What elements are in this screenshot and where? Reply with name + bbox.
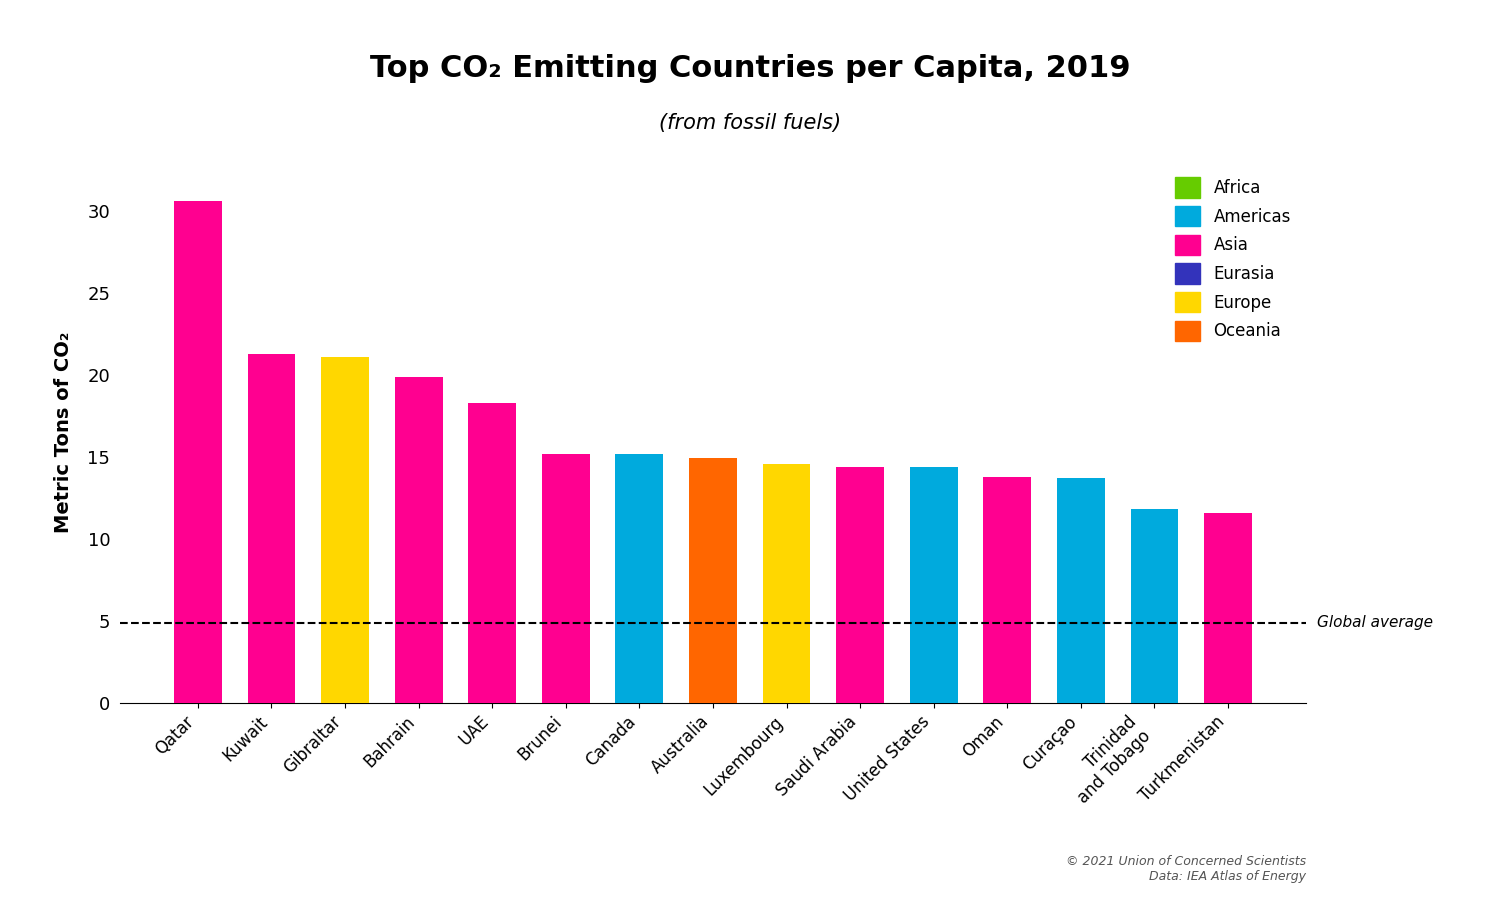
Y-axis label: Metric Tons of CO₂: Metric Tons of CO₂ xyxy=(54,332,74,533)
Bar xyxy=(836,467,884,703)
Bar xyxy=(321,357,369,703)
Bar xyxy=(1130,509,1178,703)
Bar xyxy=(174,202,222,703)
Bar xyxy=(983,477,1031,703)
Bar xyxy=(910,467,958,703)
Text: Top CO₂ Emitting Countries per Capita, 2019: Top CO₂ Emitting Countries per Capita, 2… xyxy=(371,54,1130,83)
Bar xyxy=(542,454,590,703)
Bar xyxy=(1204,513,1252,703)
Bar xyxy=(1057,478,1105,703)
Bar xyxy=(763,464,811,703)
Text: (from fossil fuels): (from fossil fuels) xyxy=(659,113,842,132)
Bar xyxy=(248,354,296,703)
Bar xyxy=(689,458,737,703)
Text: © 2021 Union of Concerned Scientists
Data: IEA Atlas of Energy: © 2021 Union of Concerned Scientists Dat… xyxy=(1066,855,1306,883)
Text: Global average: Global average xyxy=(1316,615,1433,630)
Bar xyxy=(615,454,663,703)
Legend: Africa, Americas, Asia, Eurasia, Europe, Oceania: Africa, Americas, Asia, Eurasia, Europe,… xyxy=(1168,170,1297,348)
Bar xyxy=(468,403,516,703)
Bar xyxy=(395,377,443,703)
